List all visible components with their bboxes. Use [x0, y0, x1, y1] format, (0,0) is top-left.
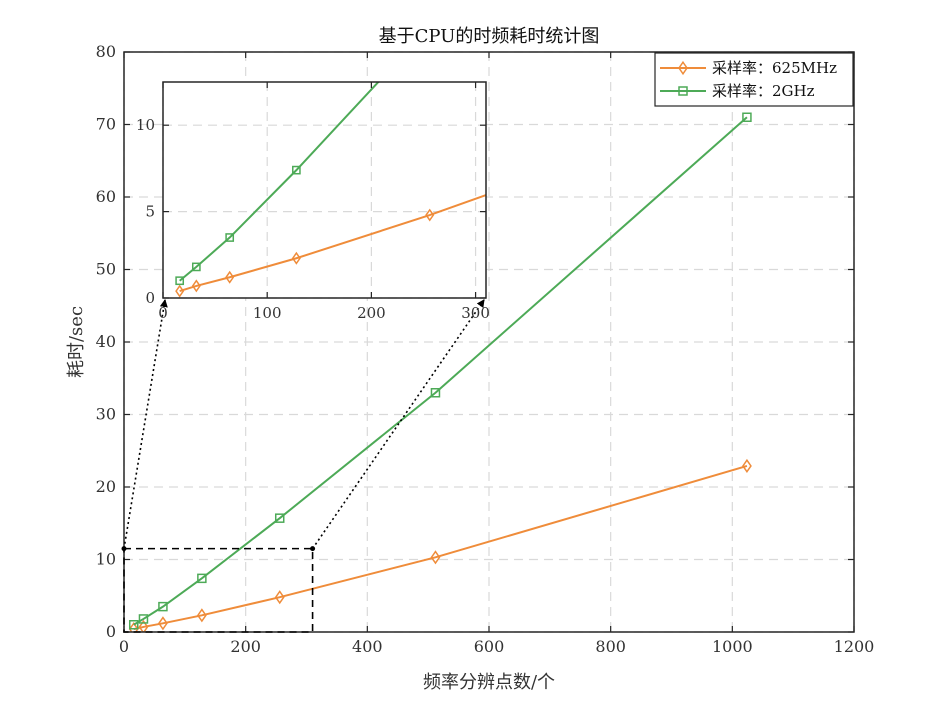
legend-box [654, 52, 854, 107]
data-point-1 [742, 458, 752, 474]
x-axis-title: 频率分辨点数/个 [423, 672, 555, 693]
y-axis-title: 耗时/sec [66, 306, 87, 378]
data-point-2 [292, 165, 301, 175]
data-point-2 [175, 276, 185, 286]
main-y-tick-label: 50 [96, 260, 116, 279]
main-y-tick-label: 20 [96, 477, 116, 496]
data-point-2 [138, 614, 149, 624]
inset-frame [162, 81, 487, 299]
data-point-1 [128, 622, 139, 632]
data-point-2 [197, 573, 207, 584]
inset-tick-labels: 0 100 200 300 0 5 10 [136, 116, 490, 322]
inset-x-tick-label: 100 [253, 304, 282, 322]
inset-y-tick-label: 0 [145, 289, 155, 307]
zoom-arrows [121, 299, 485, 552]
inset-x-tick-label: 300 [461, 304, 490, 322]
main-x-tick-label: 600 [474, 637, 505, 656]
data-point-1 [196, 608, 207, 623]
legend-entries: 采样率：625MHz 采样率：2GHz [660, 59, 837, 100]
inset-x-tick-label: 0 [158, 304, 168, 322]
legend-label-1: 采样率：625MHz [712, 59, 837, 77]
main-x-tick-label: 1000 [712, 637, 753, 656]
zoom-rect [123, 547, 314, 633]
series-line-2 [179, 82, 380, 282]
data-point-1 [158, 616, 168, 631]
inset-y-tick-label: 10 [136, 116, 155, 134]
main-y-tick-label: 0 [106, 622, 116, 641]
inset-series [175, 82, 486, 298]
data-point-1 [425, 208, 435, 222]
zoom-arrow-right [311, 299, 485, 550]
inset-ticks [162, 82, 486, 299]
legend-marker-2 [678, 86, 688, 96]
data-point-1 [291, 251, 301, 265]
data-point-1 [225, 270, 235, 284]
chart-title: 基于CPU的时频耗时统计图 [379, 26, 600, 47]
inset-x-tick-label: 200 [357, 304, 386, 322]
main-y-tick-label: 80 [96, 42, 116, 61]
data-point-1 [274, 590, 285, 605]
legend-marker-1 [678, 60, 688, 76]
main-y-tick-label: 60 [96, 187, 116, 206]
main-x-tick-label: 200 [230, 637, 261, 656]
series-line-2 [133, 116, 748, 626]
data-point-2 [158, 601, 168, 612]
inset-chart: 0 100 200 300 0 5 10 [136, 81, 490, 322]
main-x-tick-label: 800 [595, 637, 626, 656]
inset-y-tick-label: 5 [145, 203, 155, 221]
data-point-2 [128, 620, 139, 630]
main-y-tick-label: 10 [96, 550, 116, 569]
main-y-tick-label: 30 [96, 405, 116, 424]
data-point-1 [138, 619, 149, 632]
legend: 采样率：625MHz 采样率：2GHz [654, 52, 854, 107]
main-x-tick-label: 400 [352, 637, 383, 656]
data-point-1 [191, 279, 201, 293]
data-point-2 [225, 233, 235, 242]
data-point-2 [274, 513, 285, 523]
zoom-region-box [123, 547, 314, 633]
main-x-tick-label: 0 [119, 637, 129, 656]
main-y-tick-label: 70 [96, 115, 116, 134]
data-point-2 [191, 262, 201, 272]
main-ticks [123, 51, 855, 633]
inset-plot-area [163, 82, 486, 298]
data-point-2 [742, 112, 752, 122]
series-line-1 [179, 193, 486, 293]
main-x-tick-label: 1200 [834, 637, 875, 656]
main-series [128, 112, 752, 632]
legend-label-2: 采样率：2GHz [712, 82, 815, 100]
data-point-1 [430, 550, 441, 565]
main-y-tick-label: 40 [96, 332, 116, 351]
data-point-1 [175, 284, 185, 298]
zoom-arrow-left [123, 299, 168, 549]
data-point-2 [430, 388, 441, 398]
series-line-1 [133, 465, 748, 631]
